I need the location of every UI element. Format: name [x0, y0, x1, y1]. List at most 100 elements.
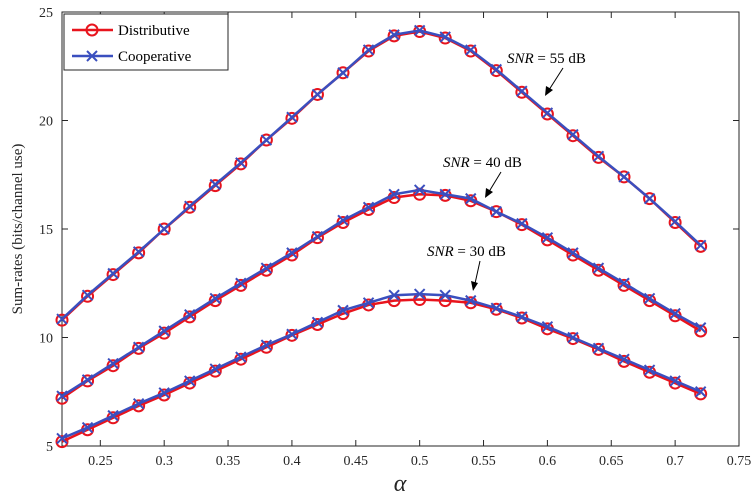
data-point [592, 150, 605, 163]
data-point [643, 192, 656, 205]
x-tick-label: 0.6 [539, 454, 557, 469]
data-point [260, 339, 273, 351]
data-point [516, 311, 528, 323]
legend-label-cooperative: Cooperative [118, 49, 192, 65]
data-point [362, 201, 375, 214]
data-point [694, 239, 707, 251]
data-point [694, 324, 708, 338]
data-point [310, 231, 324, 245]
data-point [235, 157, 247, 169]
data-point [464, 44, 478, 58]
data-point [209, 178, 221, 191]
data-point [208, 179, 222, 193]
data-point [286, 328, 298, 340]
data-point [643, 292, 656, 305]
data-point [566, 129, 580, 143]
data-point [413, 184, 426, 196]
data-point [643, 192, 657, 206]
data-point [592, 262, 605, 274]
data-point [56, 432, 68, 445]
annotation-snr-30: SNR = 30 dB [427, 244, 506, 291]
data-point [81, 374, 94, 386]
series-line [61, 292, 702, 440]
data-point [439, 31, 451, 43]
legend-item-distributive: Distributive [72, 23, 190, 39]
annotation-snr-30-arrowhead [471, 281, 478, 291]
data-point [490, 205, 503, 218]
data-point [362, 44, 376, 58]
data-point [465, 294, 477, 307]
data-point [337, 67, 349, 79]
data-point [132, 246, 145, 258]
data-point [516, 85, 528, 97]
data-point [184, 309, 196, 321]
x-tick-label: 0.5 [411, 454, 429, 469]
series-cooperative-3 [56, 184, 707, 402]
data-point [81, 421, 94, 434]
x-tick-label: 0.3 [155, 454, 173, 469]
data-point [515, 218, 529, 232]
data-point [311, 230, 324, 243]
x-tick-label: 0.45 [344, 454, 369, 469]
data-point [337, 304, 349, 317]
data-point [286, 111, 298, 123]
data-point [489, 205, 503, 219]
annotation-snr-55-arrowhead [545, 86, 553, 96]
data-point [132, 246, 146, 260]
data-point [337, 214, 349, 227]
y-tick-label: 10 [39, 332, 53, 347]
data-point [106, 268, 120, 282]
data-point [541, 320, 554, 333]
data-point [158, 387, 170, 399]
data-point [669, 307, 681, 320]
series-line [61, 188, 702, 398]
data-point [209, 292, 221, 305]
plot-area [61, 11, 740, 447]
annotation-snr-30-label: SNR = 30 dB [427, 244, 506, 260]
data-point [438, 31, 452, 45]
data-point [259, 133, 273, 147]
y-tick-label: 15 [39, 223, 53, 238]
data-point [618, 353, 630, 365]
data-point [235, 351, 247, 363]
data-point [132, 341, 146, 355]
y-tick-label: 20 [39, 115, 53, 130]
y-tick-label: 5 [46, 440, 53, 455]
data-point [591, 150, 605, 164]
data-point [310, 87, 324, 101]
data-point [567, 128, 579, 141]
data-point [184, 375, 196, 387]
data-point [618, 277, 630, 289]
data-point [132, 397, 145, 410]
data-point [592, 342, 605, 355]
data-point [311, 316, 324, 329]
series-cooperative-5 [56, 288, 707, 445]
data-point [668, 215, 682, 229]
data-point [617, 170, 631, 184]
data-point [260, 262, 273, 274]
data-point [183, 200, 197, 214]
x-tick-label: 0.25 [88, 454, 113, 469]
data-point [158, 223, 170, 235]
data-point [694, 386, 707, 398]
data-point [388, 289, 400, 301]
data-point [490, 63, 503, 76]
data-point [235, 277, 247, 289]
annotation-snr-55: SNR = 55 dB [507, 51, 586, 96]
data-point [158, 325, 170, 337]
data-point [362, 297, 375, 309]
x-axis-label: α [394, 471, 407, 494]
data-point [132, 341, 145, 353]
data-point [439, 289, 451, 301]
data-point [56, 390, 68, 402]
legend: Distributive Cooperative [63, 13, 229, 71]
data-point [669, 215, 681, 228]
data-point [567, 331, 579, 344]
data-point [516, 217, 528, 230]
data-point [694, 239, 708, 253]
data-point [669, 375, 681, 387]
legend-label-distributive: Distributive [118, 23, 190, 39]
legend-item-cooperative: Cooperative [72, 49, 192, 65]
data-point [694, 322, 707, 334]
data-point [490, 302, 503, 314]
